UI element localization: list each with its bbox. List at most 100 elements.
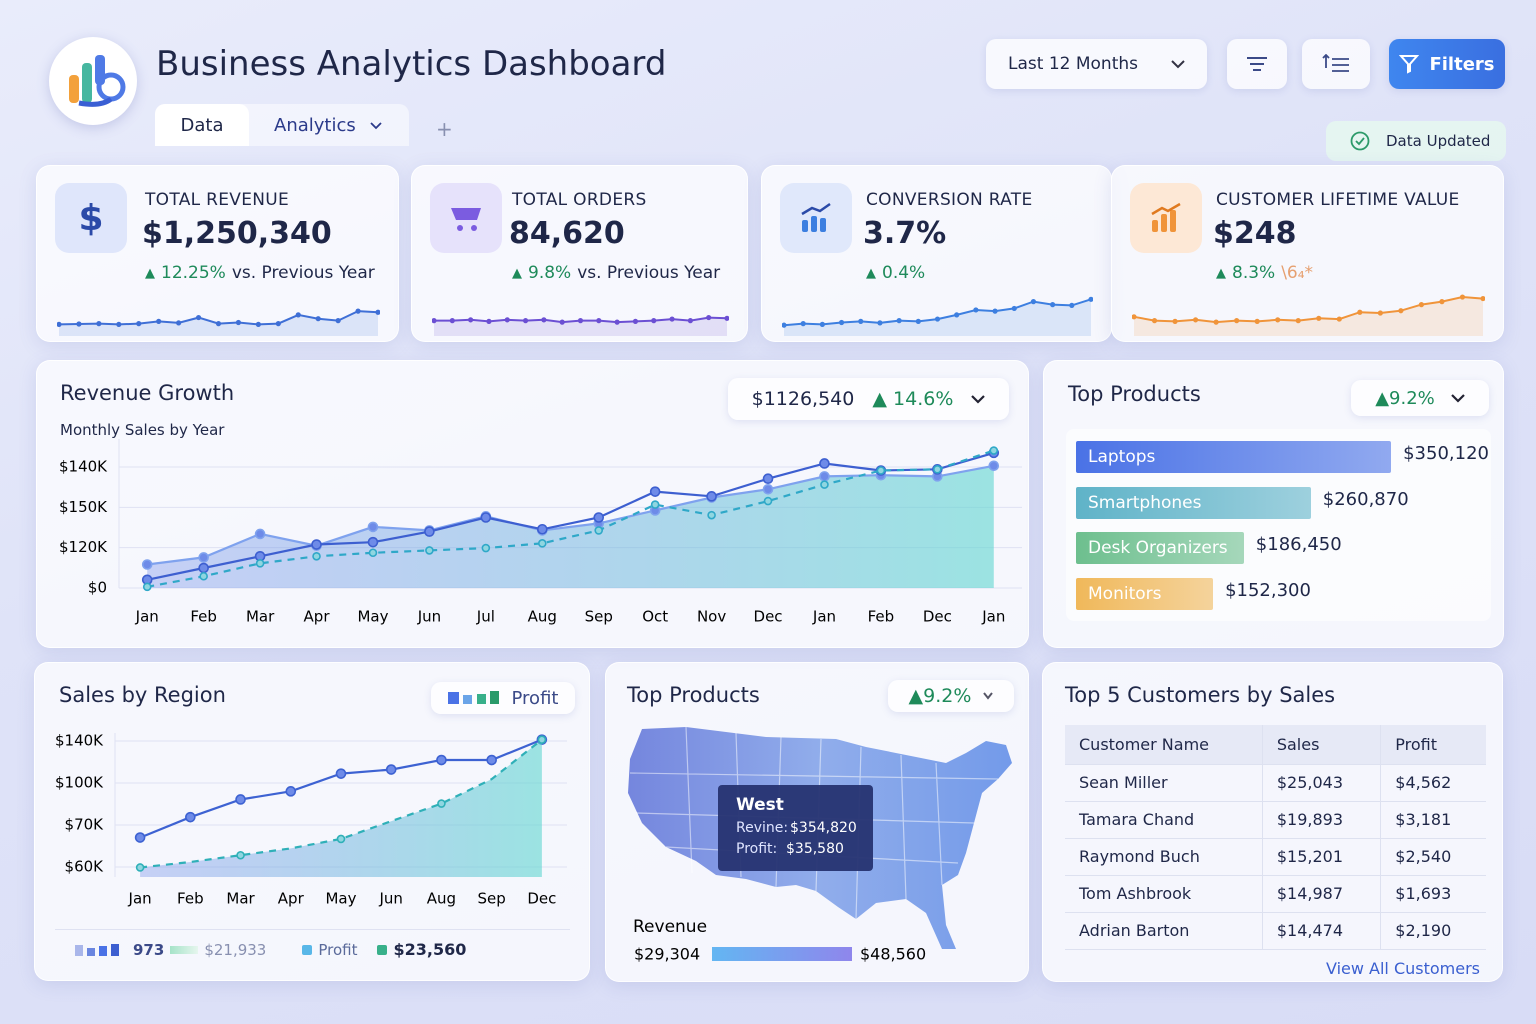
chevron <box>971 395 986 404</box>
table-cell: Raymond Buch <box>1065 838 1263 876</box>
sparkline-line <box>1133 295 1484 324</box>
legend-pill[interactable]: Profit <box>431 682 575 714</box>
series-point <box>199 571 208 581</box>
sparkline-point <box>486 318 492 324</box>
table-cell: Sean Miller <box>1065 764 1263 802</box>
sparkline-point <box>800 321 806 327</box>
region-chart: $140K $100K $70K $60K Jan Feb Mar Apr May Jun Aug S… <box>55 732 567 908</box>
table-row: Sean Miller $25,043 $4,562 <box>1065 764 1486 802</box>
kpi-icon <box>780 183 852 253</box>
tab-add[interactable]: + <box>436 117 453 141</box>
series-point <box>367 536 379 548</box>
series-point <box>762 473 774 485</box>
footer-profit-label: Profit <box>318 940 358 959</box>
sparkline-point <box>973 307 979 313</box>
series-point <box>235 794 246 805</box>
series-point <box>989 446 999 455</box>
sparkline-point <box>1254 318 1260 324</box>
kpi-change: ▲ 9.8% vs. Previous Year <box>512 263 720 285</box>
kpi-change: ▲ 12.25% vs. Previous Year <box>145 263 375 285</box>
series-point <box>819 471 830 482</box>
series-point <box>820 480 829 489</box>
sparkline-point <box>136 321 142 327</box>
sparkline <box>57 308 380 336</box>
sort-button[interactable] <box>1227 39 1287 89</box>
range-select[interactable]: Last 12 Months <box>986 39 1207 89</box>
kpi-change-value: 9.8% <box>528 263 572 283</box>
series-point <box>135 863 145 872</box>
series-point <box>480 512 492 523</box>
filters-button[interactable]: Filters <box>1389 39 1505 89</box>
tab-data[interactable]: Data <box>155 104 249 146</box>
change: ▲9.2% <box>908 685 972 707</box>
sparkline-point <box>315 316 321 322</box>
sparkline-point <box>275 321 281 327</box>
sparkline-point <box>57 321 62 327</box>
bar-value: $186,450 <box>1255 534 1342 555</box>
x-tick-label: Sep <box>585 608 613 626</box>
x-tick-label: Jan <box>135 608 159 626</box>
change-pill[interactable]: ▲9.2% <box>1351 380 1489 416</box>
summary-change: ▲ 14.6% <box>872 388 954 410</box>
kpi-icon <box>430 183 502 253</box>
icon-part <box>1161 214 1167 232</box>
tab-analytics[interactable]: Analytics <box>274 115 382 136</box>
customers-card: Top 5 Customers by Sales Customer Name Sa… <box>1042 662 1503 982</box>
sparkline-point <box>1377 310 1383 316</box>
sparkline-point <box>915 318 921 324</box>
sparkline-point <box>116 321 122 327</box>
series-point <box>254 528 266 540</box>
kpi-icon-graphic <box>451 208 481 231</box>
y-tick-label: $0 <box>88 579 107 597</box>
table-cell: $15,201 <box>1261 838 1381 876</box>
table-row: Tamara Chand $19,893 $3,181 <box>1065 801 1486 839</box>
series-point <box>537 539 547 548</box>
table-cell: Adrian Barton <box>1065 912 1263 950</box>
series-point <box>142 582 152 592</box>
icon-part <box>451 208 481 220</box>
kpi-card: $ TOTAL REVENUE $1,250,340 ▲ 12.25% vs. Previ… <box>36 165 399 342</box>
sparkline-point <box>896 318 902 324</box>
table-cell: $14,987 <box>1261 875 1381 913</box>
series-line <box>146 449 995 588</box>
bar <box>1076 486 1311 519</box>
y-tick-label: $70K <box>65 816 105 834</box>
summary-pill[interactable]: $1126,540 ▲ 14.6% <box>728 378 1009 420</box>
x-tick-label: Nov <box>697 608 726 626</box>
up-arrow: ▲ <box>1216 266 1226 281</box>
bar <box>1076 577 1214 610</box>
kpi-label: TOTAL ORDERS <box>512 190 647 210</box>
list-icon <box>1322 54 1349 72</box>
change-pill[interactable]: ▲9.2% <box>888 680 1014 712</box>
view-all-link[interactable]: View All Customers <box>1325 959 1480 978</box>
list-button[interactable] <box>1302 39 1370 89</box>
sparkline-point <box>76 321 82 327</box>
table-cell: $4,562 <box>1380 764 1486 802</box>
table-cell: $2,540 <box>1380 838 1486 876</box>
sparkline-point <box>1275 317 1281 323</box>
series-point <box>933 465 942 474</box>
x-tick-label: Dec <box>527 890 556 908</box>
kpi-label: TOTAL REVENUE <box>145 190 290 210</box>
column-header: Customer Name <box>1065 725 1263 765</box>
series-point <box>876 466 886 475</box>
bar-label: Desk Organizers <box>1088 538 1228 558</box>
x-tick-label: May <box>357 608 388 626</box>
icon-part <box>802 220 808 232</box>
kpi-compare: vs. Previous Year <box>577 263 721 283</box>
table-cell: Tamara Chand <box>1065 801 1263 839</box>
x-tick-label: Aug <box>427 890 456 908</box>
series-point <box>367 521 379 533</box>
series-point <box>537 735 547 744</box>
icon-part <box>820 218 826 232</box>
chevron <box>1171 60 1185 69</box>
tooltip-profit: $35,580 <box>786 841 844 857</box>
series-point <box>312 551 321 561</box>
sparkline-point <box>1088 296 1093 302</box>
sparkline-point <box>687 318 693 324</box>
sparkline-point <box>1069 302 1075 308</box>
us-map: West Revine: $354,820 Profit: $35,580 Re… <box>628 726 1012 964</box>
card-title: Revenue Growth <box>60 381 235 405</box>
sparkline-point <box>235 319 242 326</box>
tooltip-revenue-label: Revine: <box>736 820 788 836</box>
